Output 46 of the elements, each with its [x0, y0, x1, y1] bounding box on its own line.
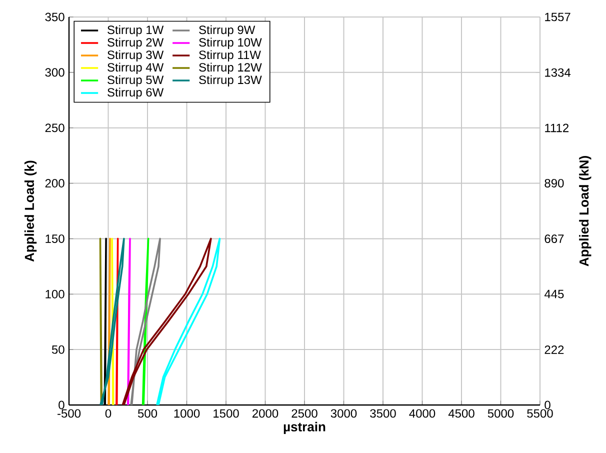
- x-tick-label: 1500: [214, 409, 239, 418]
- x-tick-label: 3000: [330, 409, 357, 418]
- y-tick-label: 200: [45, 179, 64, 188]
- x-axis-title: µstrain: [284, 422, 326, 434]
- y2-tick-label: 1112: [545, 124, 569, 132]
- y2-tick-label: 445: [544, 290, 564, 298]
- y-tick-label: 350: [45, 12, 64, 22]
- y2-tick-label: 890: [544, 178, 564, 188]
- x-tick-label: 0: [105, 409, 112, 418]
- x-tick-label: 3500: [370, 409, 396, 418]
- y-tick-label: 100: [46, 290, 64, 298]
- legend-label: Stirrup 4W: [108, 62, 164, 74]
- line-series: [100, 238, 125, 405]
- legend-label: Stirrup 9W: [199, 25, 256, 36]
- legend-label: Stirrup 2W: [108, 38, 164, 49]
- x-tick-label: 2500: [292, 409, 318, 418]
- y-tick-label: 50: [52, 345, 64, 354]
- y-tick-label: 250: [45, 124, 64, 132]
- y2-axis-title: Applied Load (kN): [579, 156, 592, 266]
- x-tick-label: 5000: [488, 409, 514, 418]
- y-tick-label: 300: [45, 68, 64, 77]
- legend-label: Stirrup 11W: [199, 50, 261, 62]
- y2-tick-label: 0: [544, 400, 550, 410]
- y2-tick-label: 1334: [545, 68, 571, 77]
- legend-label: Stirrup 12W: [199, 62, 262, 74]
- legend-label: Stirrup 10W: [199, 38, 262, 49]
- y-axis-title: Applied Load (k): [24, 160, 37, 262]
- line-series: [130, 238, 161, 405]
- x-tick-label: 500: [138, 409, 158, 418]
- y-tick-label: 150: [46, 234, 64, 243]
- x-tick-label: -500: [58, 409, 81, 418]
- x-tick-label: 5500: [527, 409, 553, 418]
- y-tick-label: 0: [58, 400, 64, 410]
- x-tick-label: 4000: [409, 409, 436, 418]
- x-tick-label: 2000: [252, 409, 278, 418]
- legend-label: Stirrup 1W: [108, 25, 164, 36]
- legend-label: Stirrup 5W: [108, 75, 164, 86]
- x-tick-label: 4500: [448, 409, 474, 418]
- y2-tick-label: 1557: [545, 12, 570, 22]
- legend-label: Stirrup 3W: [108, 50, 164, 62]
- legend-label: Stirrup 6W: [108, 88, 164, 99]
- line-series: [122, 238, 212, 405]
- x-tick-label: 1000: [174, 409, 200, 418]
- legend-label: Stirrup 13W: [199, 75, 262, 86]
- y2-tick-label: 222: [544, 345, 564, 354]
- y2-tick-label: 667: [544, 234, 564, 244]
